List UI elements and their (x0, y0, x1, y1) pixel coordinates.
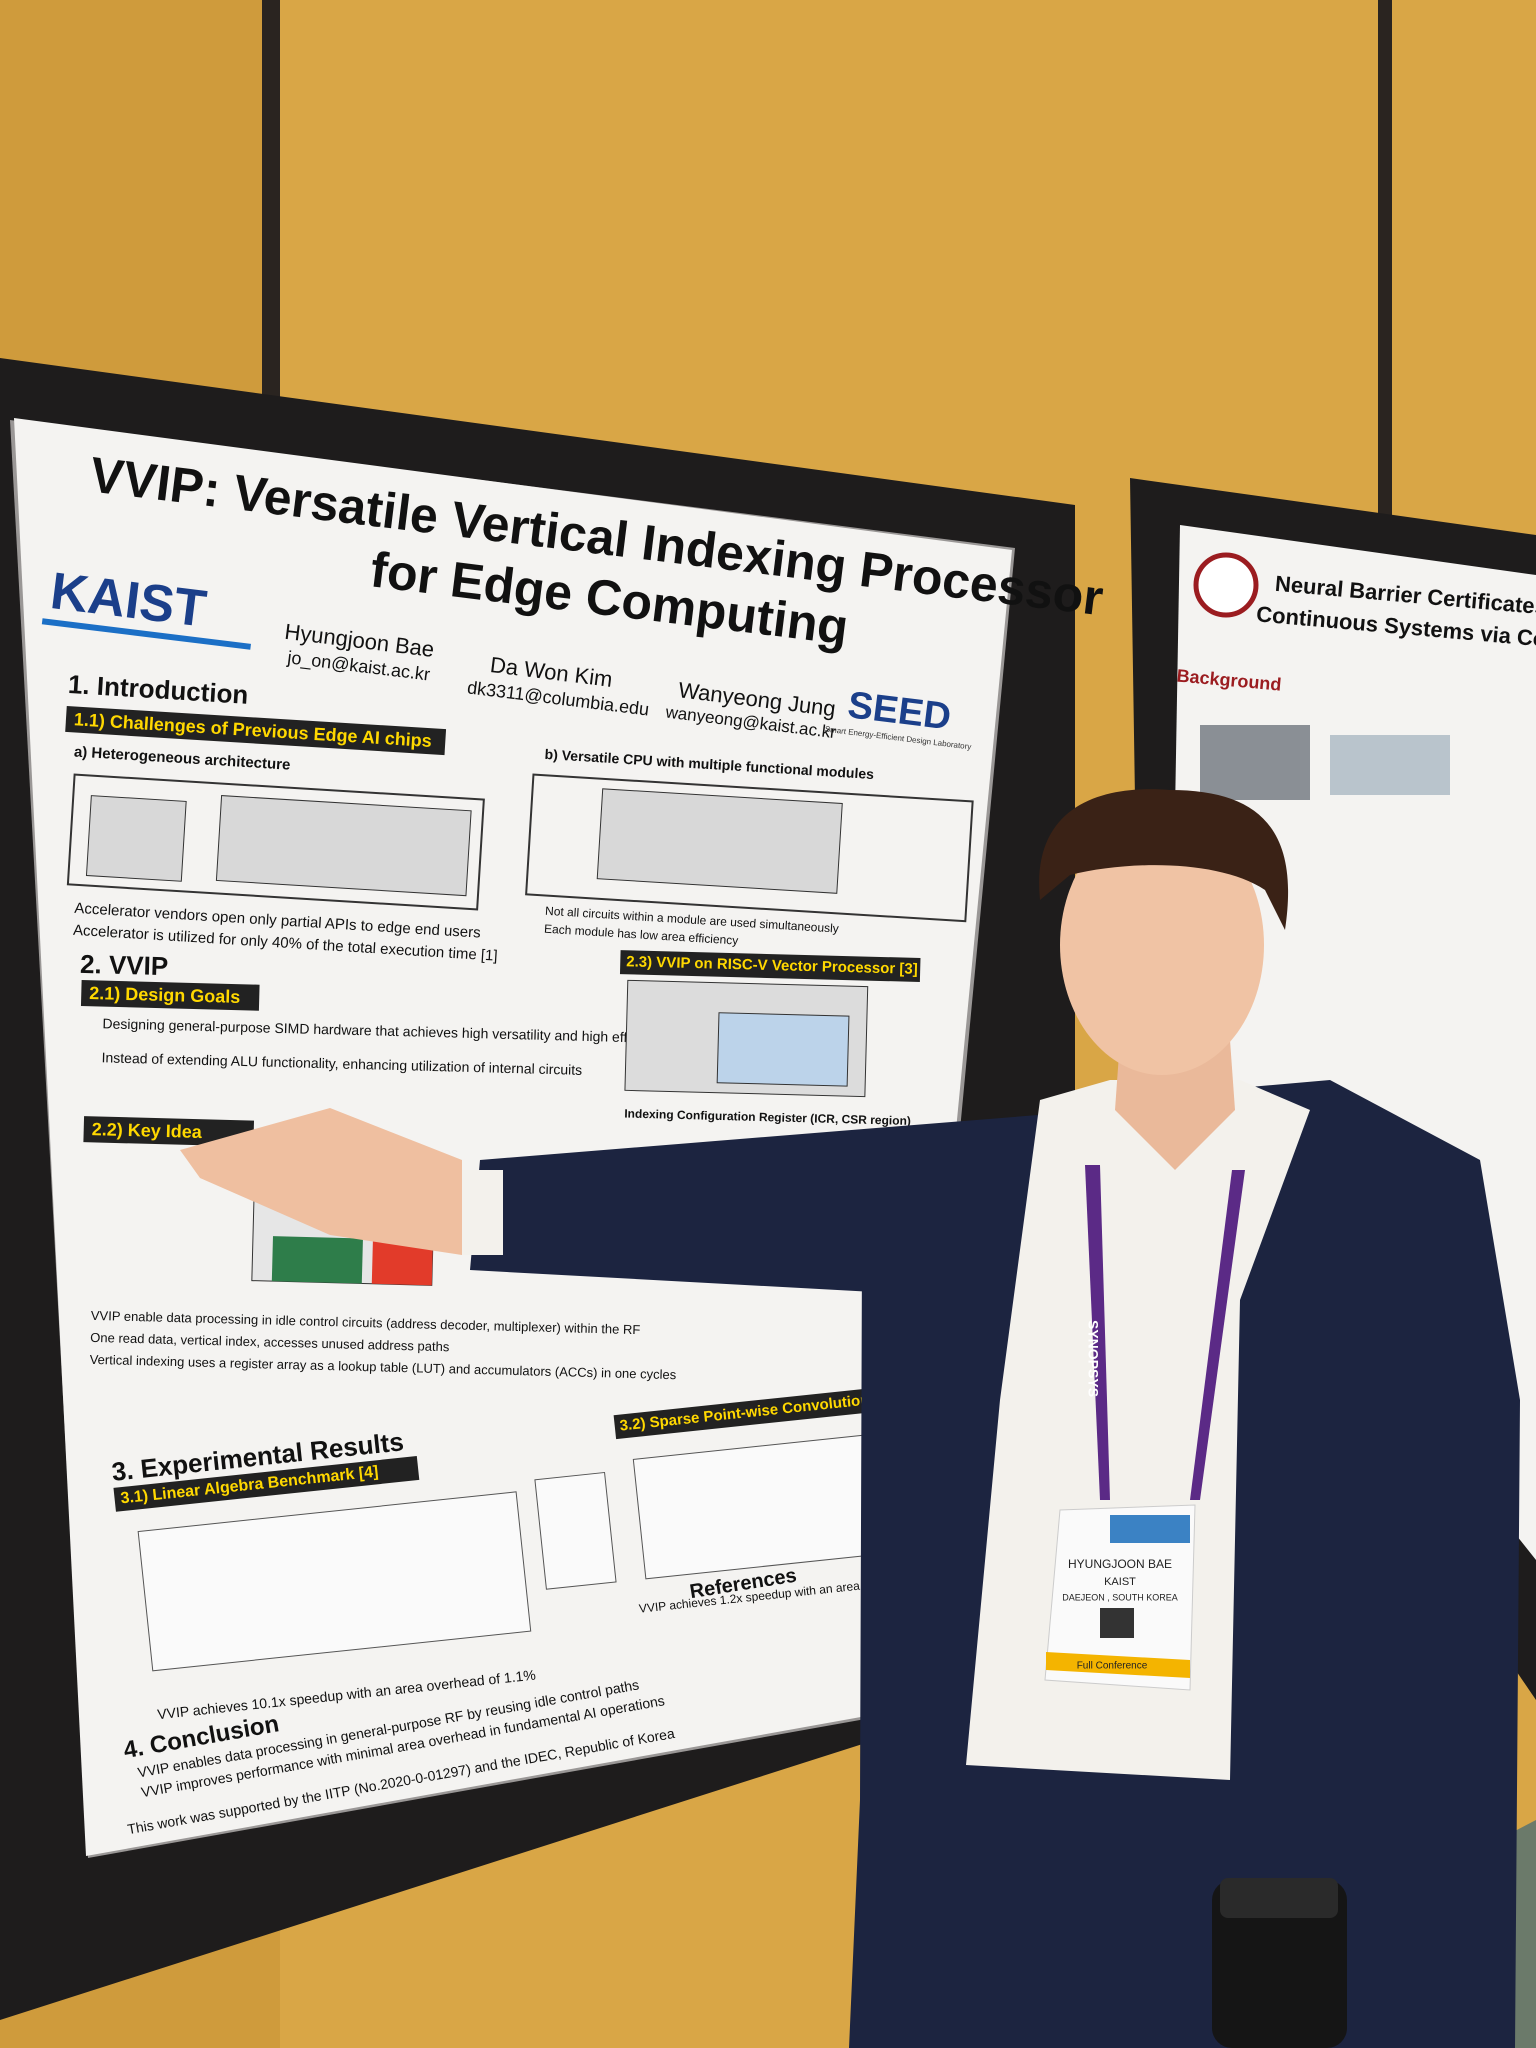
bottle (1212, 1880, 1347, 2048)
subheading-box (83, 1116, 255, 1147)
university-logo (1193, 552, 1259, 618)
subheading: 2.1) Design Goals (89, 983, 241, 1007)
badge (1044, 1504, 1196, 1691)
benchmark-chart-frame (137, 1491, 532, 1672)
badge-name: HYUNGJOON BAE (1068, 1557, 1172, 1571)
vector-engine (716, 1012, 850, 1087)
subheading-box (65, 705, 447, 756)
badge-location: DAEJEON , SOUTH KOREA (1062, 1592, 1178, 1602)
subheading: 2.2) Key Idea (91, 1119, 203, 1142)
vvip-section: 2. VVIP 2.1) Design Goals Designing gene… (80, 949, 921, 1382)
subheading-box (619, 950, 921, 982)
bottle-cap (1220, 1878, 1338, 1918)
neighbor-image (1330, 735, 1450, 795)
badge-ribbon-text: Full Conference (1077, 1661, 1148, 1672)
subheading-box (613, 1389, 865, 1440)
logo-swoosh (41, 618, 251, 650)
wall-seam (1378, 0, 1392, 520)
badge-org: KAIST (1104, 1576, 1136, 1588)
wall-seam (262, 0, 280, 420)
lanyard (1085, 1165, 1110, 1500)
hair (1039, 789, 1289, 930)
badge-qr (1100, 1608, 1134, 1638)
lanyard (1190, 1170, 1245, 1500)
section-heading: 2. VVIP (80, 949, 169, 981)
decoder-block (271, 1236, 363, 1284)
cpu-block (85, 795, 187, 882)
area-chart-frame (534, 1471, 617, 1590)
sparse-chart-frame (632, 1433, 886, 1580)
cpu-pe-block (596, 788, 843, 894)
face (1060, 815, 1264, 1075)
shirt-cuff (458, 1170, 503, 1255)
neighbor-image (1200, 725, 1310, 800)
diagram-box (66, 773, 485, 911)
hand (180, 1108, 462, 1255)
subheading-box (80, 980, 260, 1011)
diagram-box (525, 773, 974, 923)
suit-sleeve (470, 1110, 1100, 1300)
lanyard-text: SYNOPSYS (1085, 1320, 1101, 1397)
accelerator-block (215, 795, 472, 897)
subheading-box (113, 1456, 420, 1512)
badge-logo (1110, 1515, 1190, 1543)
badge-ribbon (1046, 1652, 1190, 1678)
